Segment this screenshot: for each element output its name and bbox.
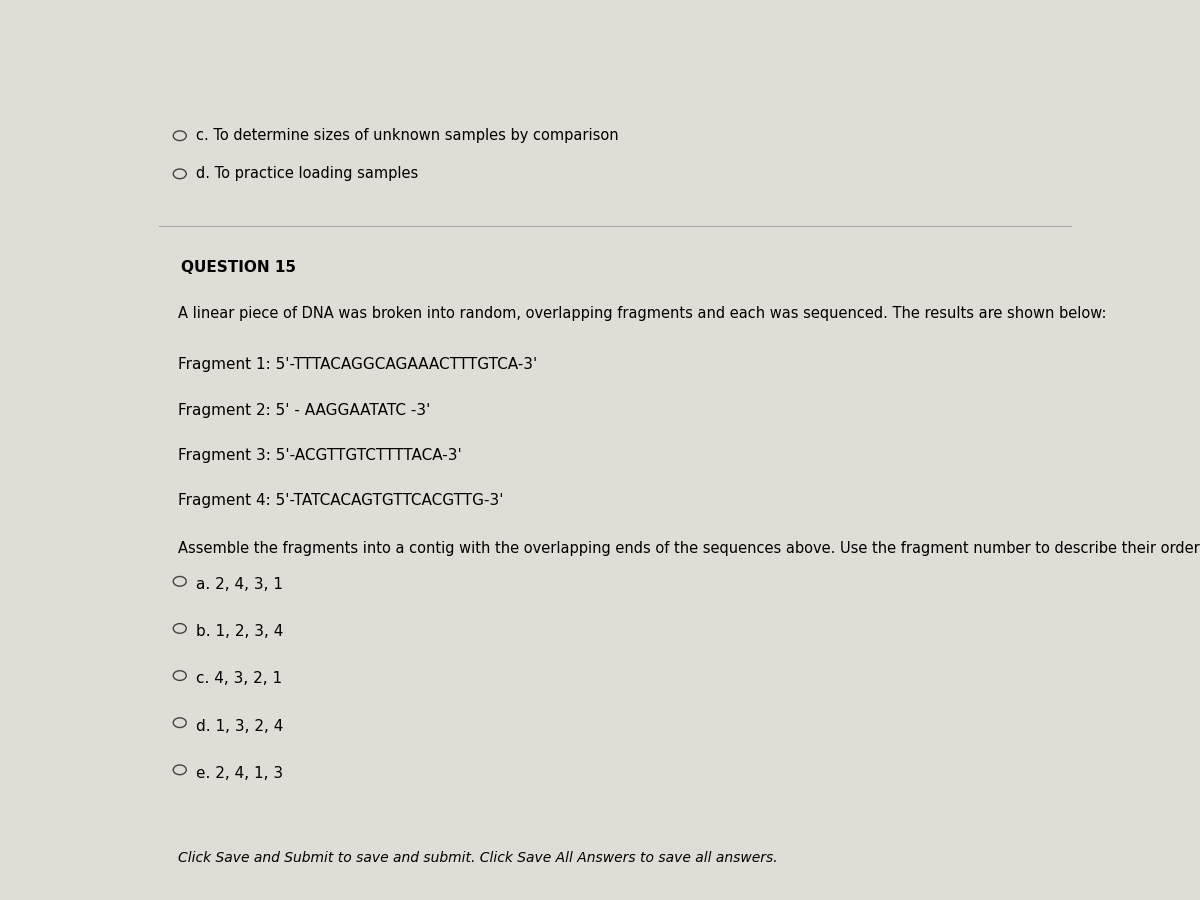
Text: d. To practice loading samples: d. To practice loading samples [197,166,419,181]
Text: Fragment 1: 5'-TTTACAGGCAGAAACTTTGTCA-3': Fragment 1: 5'-TTTACAGGCAGAAACTTTGTCA-3' [178,357,538,373]
Text: c. 4, 3, 2, 1: c. 4, 3, 2, 1 [197,671,283,687]
Text: Assemble the fragments into a contig with the overlapping ends of the sequences : Assemble the fragments into a contig wit… [178,541,1200,556]
Text: b. 1, 2, 3, 4: b. 1, 2, 3, 4 [197,625,284,639]
Text: e. 2, 4, 1, 3: e. 2, 4, 1, 3 [197,766,283,780]
Text: Click Save and Submit to save and submit. Click Save All Answers to save all ans: Click Save and Submit to save and submit… [178,850,778,865]
Text: d. 1, 3, 2, 4: d. 1, 3, 2, 4 [197,718,284,734]
Text: Fragment 4: 5'-TATCACAGTGTTCACGTTG-3': Fragment 4: 5'-TATCACAGTGTTCACGTTG-3' [178,492,504,508]
Text: a. 2, 4, 3, 1: a. 2, 4, 3, 1 [197,577,283,592]
Text: QUESTION 15: QUESTION 15 [181,260,295,275]
Text: A linear piece of DNA was broken into random, overlapping fragments and each was: A linear piece of DNA was broken into ra… [178,305,1106,320]
Text: Fragment 2: 5' - AAGGAATATC -3': Fragment 2: 5' - AAGGAATATC -3' [178,402,431,418]
Text: c. To determine sizes of unknown samples by comparison: c. To determine sizes of unknown samples… [197,128,619,143]
Text: Fragment 3: 5'-ACGTTGTCTTTTACA-3': Fragment 3: 5'-ACGTTGTCTTTTACA-3' [178,447,462,463]
